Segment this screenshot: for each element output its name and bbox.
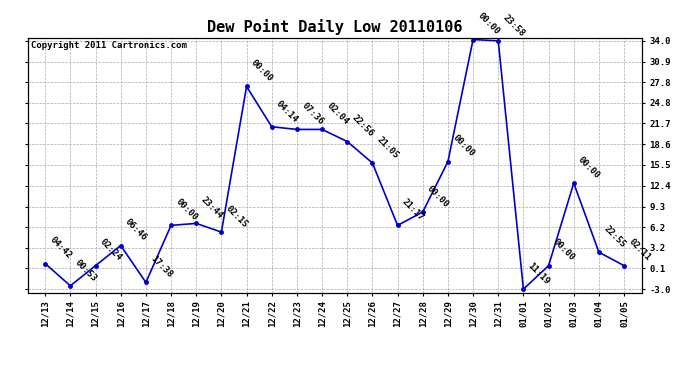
Text: 21:05: 21:05 [375,135,401,160]
Text: 07:36: 07:36 [299,101,325,127]
Text: 02:15: 02:15 [224,204,250,230]
Text: 23:58: 23:58 [501,13,526,38]
Text: 00:00: 00:00 [451,134,476,159]
Text: 22:56: 22:56 [350,113,375,139]
Text: 02:04: 02:04 [325,101,351,127]
Text: 02:11: 02:11 [627,237,652,263]
Text: 04:14: 04:14 [275,99,300,124]
Text: 00:00: 00:00 [476,11,501,37]
Text: 00:53: 00:53 [73,258,99,283]
Text: 23:44: 23:44 [199,195,224,220]
Text: 11:19: 11:19 [526,261,551,286]
Text: 02:24: 02:24 [99,237,124,263]
Text: 06:46: 06:46 [124,217,149,243]
Text: 00:00: 00:00 [174,197,199,223]
Text: 17:38: 17:38 [148,254,174,280]
Text: 21:17: 21:17 [400,197,426,223]
Text: Copyright 2011 Cartronics.com: Copyright 2011 Cartronics.com [30,41,186,50]
Title: Dew Point Daily Low 20110106: Dew Point Daily Low 20110106 [207,19,462,35]
Text: 00:00: 00:00 [577,155,602,180]
Text: 00:00: 00:00 [551,237,577,263]
Text: 00:00: 00:00 [426,184,451,209]
Text: 22:55: 22:55 [602,224,627,249]
Text: 00:00: 00:00 [249,58,275,84]
Text: 04:42: 04:42 [48,236,73,261]
